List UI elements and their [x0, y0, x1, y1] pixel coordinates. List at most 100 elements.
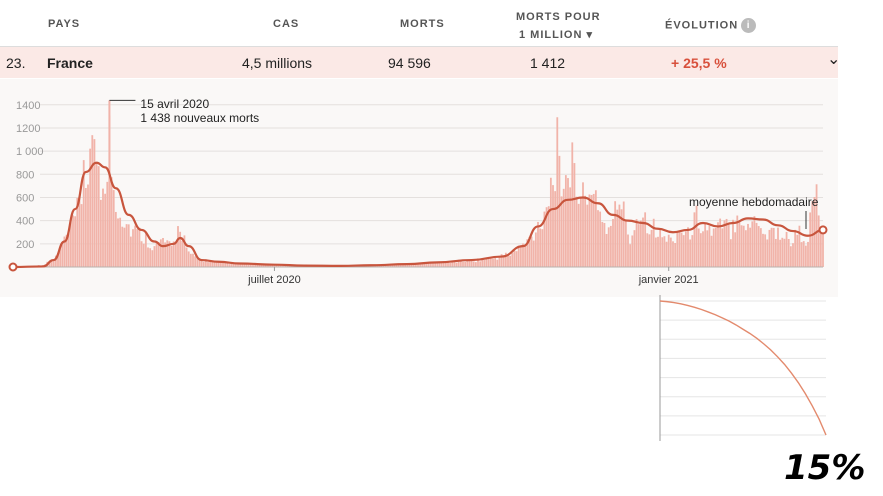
bar: [569, 187, 572, 267]
col-header-morts-pour-2[interactable]: 1 MILLION ▾: [519, 29, 593, 41]
bar: [798, 225, 801, 267]
bar: [757, 226, 760, 267]
bar: [706, 230, 709, 267]
bar: [622, 201, 625, 267]
bar: [804, 245, 807, 267]
bar: [89, 148, 92, 267]
bar: [582, 182, 584, 267]
bar: [144, 232, 147, 267]
bar: [571, 142, 574, 267]
bar: [440, 262, 443, 267]
col-header-pays[interactable]: PAYS: [48, 18, 81, 30]
bar: [380, 265, 383, 267]
bar: [142, 243, 145, 267]
bar: [710, 235, 713, 267]
bar: [247, 264, 250, 267]
x-tick-label: juillet 2020: [247, 274, 301, 286]
bar: [725, 218, 728, 267]
bar: [217, 261, 220, 267]
bar: [654, 237, 657, 267]
bar: [678, 231, 681, 267]
bar: [721, 228, 724, 267]
bar: [384, 265, 387, 267]
bar: [768, 229, 771, 267]
bar: [646, 233, 649, 267]
y-tick-label: 400: [16, 216, 34, 228]
bar: [504, 252, 507, 267]
bar: [541, 229, 544, 267]
bar: [419, 263, 422, 267]
bar: [262, 265, 265, 267]
bar: [282, 265, 284, 267]
col-header-morts[interactable]: MORTS: [400, 18, 445, 30]
bar: [50, 259, 53, 267]
bar: [457, 259, 460, 267]
bar: [762, 233, 764, 267]
bar: [545, 207, 548, 267]
bar: [159, 239, 162, 267]
bar: [110, 177, 113, 267]
bar: [556, 117, 559, 267]
bar: [777, 227, 779, 267]
col-header-morts-pour-1[interactable]: MORTS POUR: [516, 11, 601, 23]
info-icon[interactable]: i: [741, 18, 757, 33]
col-header-cas[interactable]: CAS: [273, 18, 300, 30]
bar: [78, 195, 81, 267]
annotation-value: 1 438 nouveaux morts: [140, 111, 259, 125]
bar: [704, 223, 707, 267]
bar: [714, 227, 717, 267]
bar: [264, 264, 267, 267]
bar: [97, 166, 100, 267]
annotation-date: 15 avril 2020: [140, 97, 209, 111]
bar: [389, 264, 392, 267]
bar: [549, 177, 552, 267]
bar: [213, 260, 216, 267]
y-tick-label: 1 000: [16, 146, 44, 158]
bar: [211, 260, 214, 267]
bar: [209, 261, 212, 267]
bar: [684, 231, 687, 267]
bar: [67, 233, 70, 267]
bar: [822, 230, 824, 267]
bar: [63, 236, 66, 267]
bar: [241, 263, 244, 267]
row-evolution: + 25,5 %: [671, 55, 727, 71]
bar: [789, 246, 792, 267]
bar: [104, 193, 107, 267]
bar: [753, 216, 756, 267]
bar: [547, 206, 550, 267]
bar: [243, 263, 246, 267]
bar: [603, 222, 606, 267]
bar: [170, 245, 173, 267]
bar: [404, 263, 407, 267]
bar: [528, 236, 531, 267]
table-row-france[interactable]: 23. France 4,5 millions 94 596 1 412 + 2…: [0, 47, 841, 78]
row-cas: 4,5 millions: [242, 55, 313, 71]
bar: [153, 246, 156, 267]
bar: [637, 224, 640, 267]
bar: [65, 234, 68, 267]
bar: [624, 221, 627, 267]
bar: [807, 241, 809, 267]
bar: [498, 256, 501, 267]
bar: [151, 250, 154, 267]
bar: [601, 221, 604, 267]
bar: [230, 262, 233, 267]
bar: [815, 184, 818, 267]
bar: [91, 135, 94, 267]
bar: [633, 230, 636, 267]
bar: [423, 263, 426, 267]
bar: [729, 239, 732, 267]
bar: [665, 241, 668, 267]
col-header-evolution[interactable]: ÉVOLUTION i: [665, 18, 757, 33]
bar: [472, 261, 475, 267]
bar: [575, 196, 578, 267]
bar: [279, 264, 282, 267]
bar: [207, 262, 209, 267]
bar: [87, 184, 89, 267]
chevron-down-icon[interactable]: ⌄: [827, 51, 841, 68]
bar: [744, 230, 747, 267]
x-tick-label: janvier 2021: [638, 274, 699, 286]
bar: [129, 236, 132, 267]
bar: [494, 257, 497, 267]
